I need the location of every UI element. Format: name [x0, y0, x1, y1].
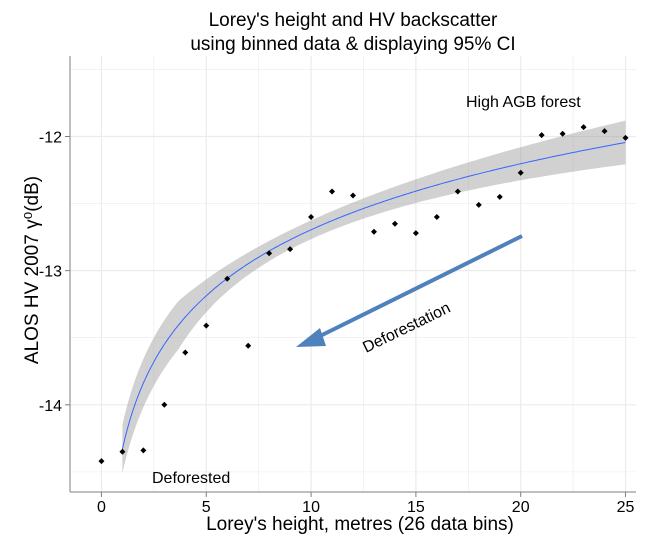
- data-point: [203, 322, 210, 329]
- data-points: [98, 124, 629, 465]
- data-point: [287, 246, 294, 253]
- y-axis-label: ALOS HV 2007 γ⁰(dB): [22, 176, 43, 364]
- data-point: [98, 458, 105, 465]
- annotation-deforested: Deforested: [152, 470, 230, 487]
- chart-title-line2: using binned data & displaying 95% CI: [190, 34, 515, 55]
- data-point: [433, 213, 440, 220]
- data-point: [350, 192, 356, 199]
- fit-curve: [121, 142, 626, 450]
- x-tick-label: 15: [407, 499, 425, 516]
- deforestation-arrow: [309, 234, 523, 343]
- deforestation-arrowhead-icon: [296, 328, 326, 347]
- data-point: [412, 230, 419, 237]
- data-point: [329, 188, 336, 195]
- x-axis-label: Lorey's height, metres (26 data bins): [206, 514, 514, 535]
- data-point: [538, 132, 545, 139]
- data-point: [601, 128, 608, 135]
- y-tick-label: -14: [39, 398, 62, 415]
- data-point: [119, 448, 126, 455]
- gridlines: [70, 56, 636, 492]
- data-point: [559, 130, 566, 137]
- confidence-band: [122, 120, 626, 474]
- y-tick-label: -12: [39, 129, 62, 146]
- data-point: [622, 134, 629, 141]
- data-point: [182, 349, 189, 356]
- x-tick-label: 0: [97, 499, 106, 516]
- data-point: [517, 169, 524, 176]
- data-point: [370, 228, 377, 235]
- ci-band: [122, 120, 626, 474]
- data-point: [580, 124, 587, 131]
- data-point: [224, 275, 231, 282]
- axis-ticks: 0 5 10 15 20 25 -14 -13 -12: [39, 129, 635, 516]
- x-tick-label: 10: [302, 499, 320, 516]
- y-tick-label: -13: [39, 264, 62, 281]
- data-point: [161, 401, 168, 408]
- data-point: [475, 201, 482, 208]
- data-point: [140, 447, 147, 454]
- data-point: [308, 213, 315, 220]
- data-point: [266, 250, 273, 257]
- fit-line: [121, 142, 626, 450]
- x-tick-label: 5: [202, 499, 211, 516]
- data-point: [496, 193, 503, 200]
- x-tick-label: 20: [512, 499, 530, 516]
- data-point: [391, 220, 398, 227]
- x-tick-label: 25: [617, 499, 635, 516]
- chart-title-line1: Lorey's height and HV backscatter: [209, 10, 498, 31]
- annotation-high-agb: High AGB forest: [466, 94, 581, 111]
- data-point: [245, 342, 252, 349]
- data-point: [454, 188, 461, 195]
